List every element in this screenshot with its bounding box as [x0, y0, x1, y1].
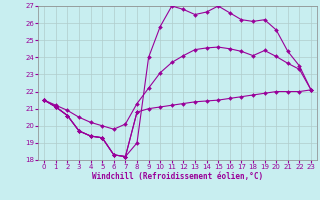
X-axis label: Windchill (Refroidissement éolien,°C): Windchill (Refroidissement éolien,°C)	[92, 172, 263, 181]
